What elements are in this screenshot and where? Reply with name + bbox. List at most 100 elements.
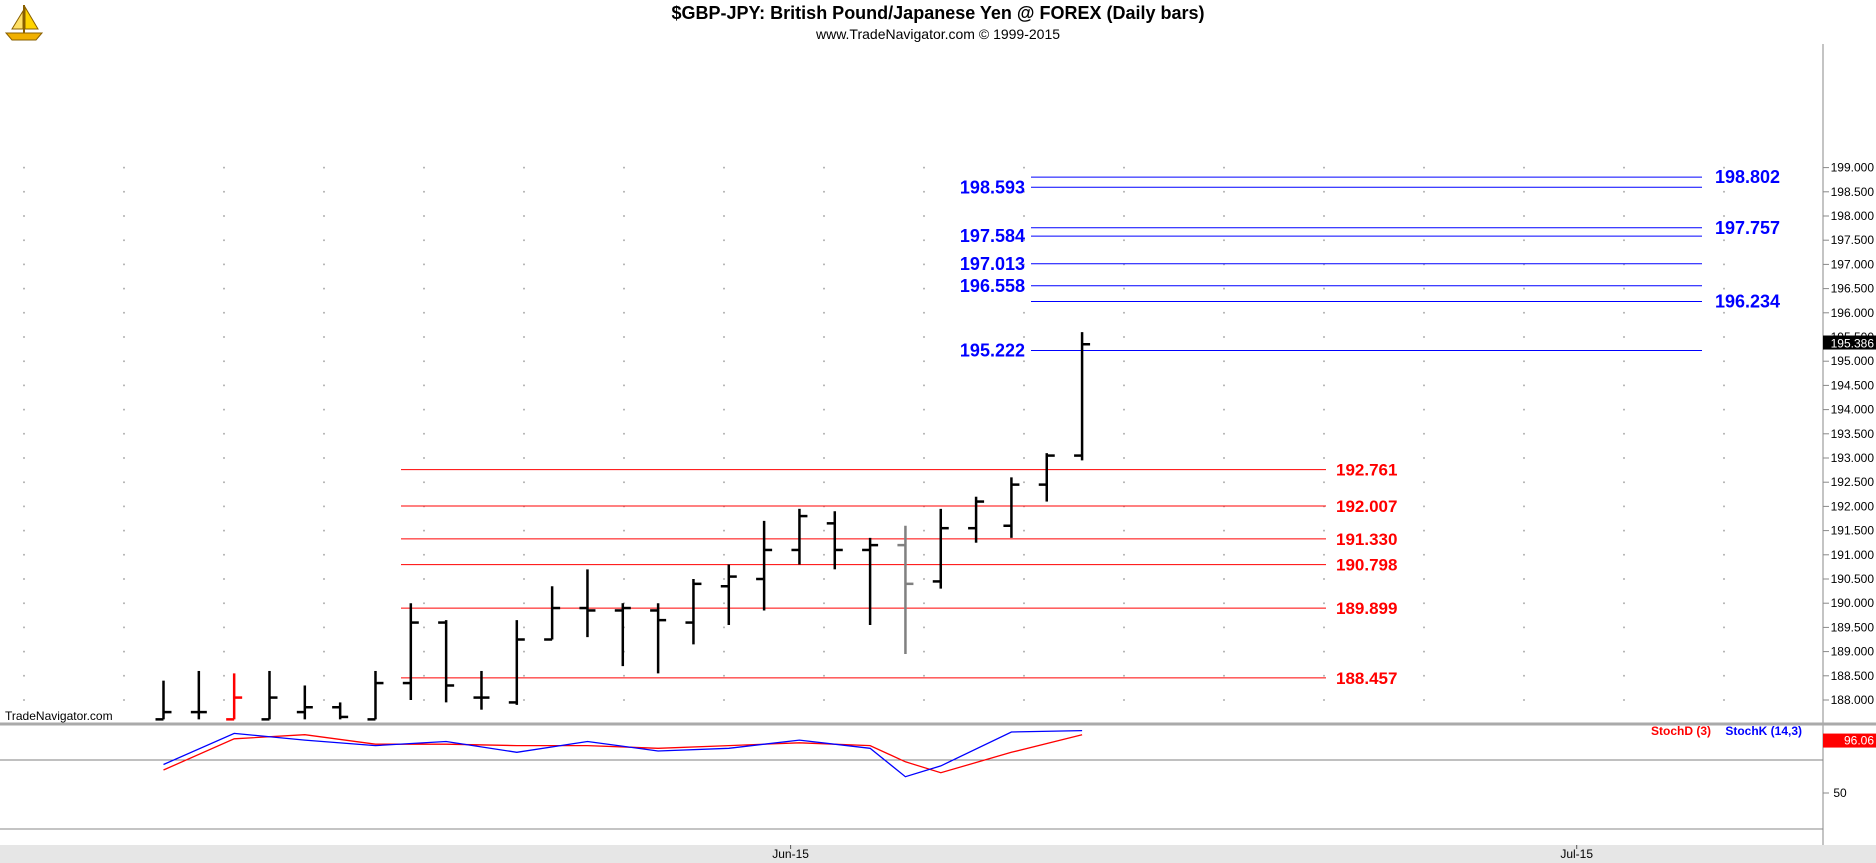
ohlc-bar: [791, 508, 808, 565]
grid-dot: [523, 699, 525, 701]
grid-dot: [1523, 408, 1525, 411]
grid-dot: [1023, 166, 1025, 169]
grid-dot: [623, 336, 625, 338]
stochastic-panel: StochD (3) StochK (14,3) 96.06 50: [0, 724, 1876, 800]
grid-dot: [823, 650, 825, 653]
grid-dot: [423, 699, 425, 701]
grid-dot: [923, 626, 925, 629]
grid-dot: [1323, 408, 1325, 411]
grid-dot: [123, 457, 125, 459]
grid-dot: [1623, 505, 1625, 508]
resistance-label: 198.802: [1715, 167, 1780, 187]
grid-dot: [1123, 432, 1125, 435]
ohlc-bar: [226, 673, 243, 721]
grid-dot: [123, 311, 125, 314]
grid-dot: [23, 263, 25, 266]
grid-dot: [623, 311, 625, 314]
grid-dot: [1123, 215, 1125, 217]
grid-dot: [123, 384, 125, 387]
resistance-label: 198.593: [960, 177, 1025, 197]
grid-dot: [223, 529, 225, 532]
ohlc-bar: [473, 670, 490, 710]
date-axis: Jun-15 Jul-15: [772, 845, 1593, 861]
grid-dot: [1023, 360, 1025, 363]
grid-dot: [1123, 650, 1125, 653]
grid-dot: [723, 457, 725, 459]
grid-dot: [1723, 699, 1725, 701]
grid-dot: [623, 553, 625, 556]
grid-dot: [723, 239, 725, 242]
resistance-label: 197.013: [960, 254, 1025, 274]
grid-dot: [1423, 699, 1425, 701]
grid-dot: [1223, 553, 1225, 556]
grid-dot: [623, 529, 625, 532]
price-tick-label: 188.000: [1831, 693, 1875, 707]
grid-dot: [923, 602, 925, 605]
grid-dot: [523, 190, 525, 193]
price-tick-label: 189.000: [1831, 645, 1875, 659]
grid-dot: [1023, 481, 1025, 484]
grid-dot: [23, 408, 25, 411]
grid-dot: [423, 457, 425, 459]
ohlc-bar: [190, 670, 207, 720]
grid-dot: [1423, 578, 1425, 580]
grid-dot: [623, 457, 625, 459]
grid-dot: [1723, 626, 1725, 629]
grid-dot: [23, 578, 25, 580]
grid-dot: [1523, 457, 1525, 459]
ohlc-bar: [402, 603, 419, 700]
grid-dot: [1023, 432, 1025, 435]
ohlc-bar: [508, 620, 525, 705]
ohlc-bar: [1003, 477, 1020, 538]
resistance-label: 196.558: [960, 276, 1025, 296]
grid-dot: [423, 336, 425, 338]
grid-dot: [823, 529, 825, 532]
grid-dot: [323, 553, 325, 556]
grid-dot: [1723, 505, 1725, 508]
grid-dot: [223, 263, 225, 266]
grid-dot: [523, 529, 525, 532]
grid-dot: [1623, 626, 1625, 629]
last-price-value: 195.386: [1831, 337, 1875, 351]
grid-dot: [1223, 432, 1225, 435]
grid-dot: [623, 287, 625, 290]
price-tick-label: 194.000: [1831, 403, 1875, 417]
grid-dot: [1123, 336, 1125, 338]
grid-dot: [1423, 408, 1425, 411]
grid-dot: [1123, 360, 1125, 363]
grid-dot: [823, 311, 825, 314]
grid-dot: [1623, 360, 1625, 363]
grid-dot: [1623, 336, 1625, 338]
grid-dot: [1323, 699, 1325, 701]
grid-dot: [223, 311, 225, 314]
title-band: [0, 0, 1876, 44]
grid-dot: [323, 239, 325, 242]
grid-dot: [923, 384, 925, 387]
grid-dot: [723, 215, 725, 217]
grid-dot: [1723, 287, 1725, 290]
stochastic-k-line: [163, 729, 1083, 778]
grid-dot: [1623, 650, 1625, 653]
grid-dot: [123, 408, 125, 411]
grid-dot: [623, 674, 625, 677]
price-tick-label: 194.500: [1831, 378, 1875, 392]
grid-dot: [423, 626, 425, 629]
grid-dot: [23, 553, 25, 556]
price-tick-label: 190.000: [1831, 596, 1875, 610]
grid-dot: [323, 578, 325, 580]
grid-dot: [323, 505, 325, 508]
grid-dot: [23, 699, 25, 701]
grid-dot: [1623, 432, 1625, 435]
price-tick-label: 197.000: [1831, 257, 1875, 271]
grid-dot: [123, 481, 125, 484]
grid-dot: [1423, 457, 1425, 459]
grid-dot: [1723, 311, 1725, 314]
grid-dot: [923, 529, 925, 532]
grid-dot: [923, 408, 925, 411]
grid-dot: [123, 287, 125, 290]
grid-dot: [1623, 457, 1625, 459]
grid-dot: [1423, 336, 1425, 338]
grid-dot: [423, 408, 425, 411]
grid-dot: [1523, 287, 1525, 290]
